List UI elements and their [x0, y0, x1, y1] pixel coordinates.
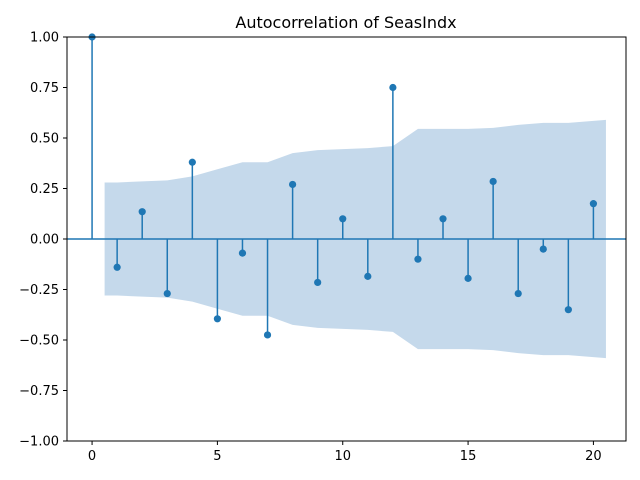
acf-point-lag-14 — [439, 215, 447, 223]
y-tick-label: 0.25 — [30, 182, 59, 197]
acf-point-lag-18 — [539, 245, 547, 253]
acf-point-lag-7 — [263, 331, 272, 339]
y-tick-label: 0.00 — [30, 233, 59, 248]
x-tick-label: 10 — [334, 449, 351, 464]
y-tick-label: 0.75 — [30, 81, 59, 96]
y-tick-label: −1.00 — [19, 435, 59, 450]
acf-point-lag-3 — [163, 289, 171, 298]
acf-point-lag-10 — [339, 215, 347, 223]
acf-point-lag-9 — [314, 278, 322, 287]
y-tick-label: 1.00 — [30, 31, 59, 46]
acf-point-lag-4 — [188, 158, 196, 166]
y-tick-label: −0.75 — [19, 384, 59, 399]
stem-layer — [88, 33, 598, 339]
chart-title: Autocorrelation of SeasIndx — [235, 13, 456, 32]
acf-point-lag-19 — [564, 306, 572, 314]
acf-point-lag-12 — [389, 83, 397, 92]
x-tick-label: 20 — [585, 449, 602, 464]
acf-point-lag-5 — [213, 315, 222, 323]
x-tick-label: 0 — [88, 449, 96, 464]
acf-point-lag-15 — [464, 274, 472, 282]
y-tick-label: −0.50 — [19, 334, 59, 349]
acf-point-lag-16 — [489, 177, 497, 186]
acf-point-lag-1 — [113, 263, 121, 271]
acf-point-lag-17 — [514, 289, 522, 298]
acf-point-lag-2 — [138, 208, 146, 216]
acf-point-lag-6 — [238, 249, 247, 257]
acf-point-lag-20 — [589, 200, 598, 208]
acf-point-lag-11 — [364, 272, 372, 280]
x-tick-label: 15 — [460, 449, 477, 464]
y-tick-label: 0.50 — [30, 132, 59, 147]
y-tick-label: −0.25 — [19, 283, 59, 298]
axes-layer: 0 5 10 15 20 −1.00 −0.75 −0.50 −0.25 0.00 0.25 0.50… — [19, 31, 627, 464]
x-tick-label: 5 — [213, 449, 221, 464]
acf-point-lag-8 — [289, 180, 297, 189]
acf-point-lag-13 — [414, 255, 422, 263]
